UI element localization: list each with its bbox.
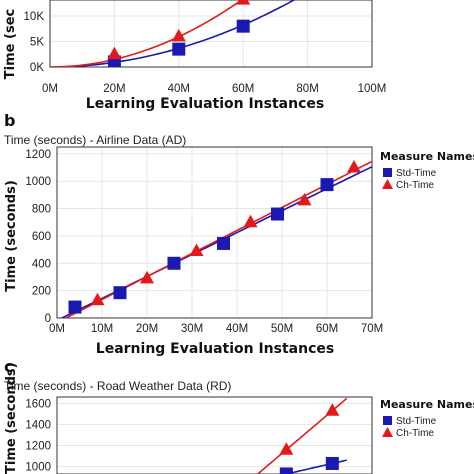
panel-a-plot: 0K5K10K15K0M20M40M60M80M100M bbox=[24, 0, 387, 95]
y-tick-label: 400 bbox=[32, 258, 51, 270]
y-tick-label: 1000 bbox=[25, 176, 51, 188]
data-point-triangle bbox=[279, 442, 294, 455]
panel-a-xlabel: Learning Evaluation Instances bbox=[86, 96, 324, 112]
y-tick-label: 200 bbox=[32, 286, 51, 298]
panel-c-plot: 1000 1200 1400 1600 bbox=[25, 396, 373, 474]
y-tick-label: 1200 bbox=[25, 149, 51, 161]
data-point-square bbox=[236, 19, 250, 33]
data-point-square bbox=[107, 55, 121, 67]
data-point-square bbox=[113, 286, 127, 300]
legend-triangle-marker bbox=[382, 179, 393, 189]
legend-title: Measure Names bbox=[380, 398, 474, 411]
y-tick-label: 0 bbox=[45, 313, 51, 325]
legend-triangle-marker bbox=[382, 427, 393, 437]
data-point-triangle bbox=[107, 46, 122, 60]
x-tick-label: 70M bbox=[361, 323, 383, 335]
data-point-square bbox=[68, 300, 82, 314]
panel-b-legend: Measure Names Std-Time Ch-Time bbox=[380, 150, 474, 191]
y-tick-label: 1600 bbox=[25, 398, 51, 410]
x-tick-label: 60M bbox=[316, 323, 338, 335]
x-tick-label: 20M bbox=[136, 323, 158, 335]
data-point-square bbox=[172, 42, 186, 56]
panel-c-letter: c bbox=[4, 357, 13, 376]
y-tick-label: 1200 bbox=[25, 441, 51, 453]
data-point-square bbox=[217, 236, 230, 250]
y-tick-label: 800 bbox=[32, 204, 51, 216]
legend-title: Measure Names bbox=[380, 150, 474, 163]
legend-square-marker bbox=[383, 416, 392, 425]
data-point-triangle bbox=[171, 28, 186, 42]
data-point-square bbox=[271, 207, 284, 221]
y-tick-label: 0K bbox=[30, 62, 44, 74]
data-point-triangle bbox=[140, 270, 154, 284]
panel-a: Time (sec 0K5K10K15K0M20M40M60M80M100M L… bbox=[3, 0, 386, 112]
panel-b-ylabel: Time (seconds) bbox=[4, 180, 19, 292]
trend-line-series-0 bbox=[50, 0, 296, 67]
x-tick-label: 30M bbox=[181, 323, 203, 335]
trend-line-series-1 bbox=[50, 0, 243, 67]
data-point-square bbox=[279, 467, 293, 474]
panel-c-title: Time (seconds) - Road Weather Data (RD) bbox=[4, 379, 231, 393]
panel-c-legend: Measure Names Std-Time Ch-Time bbox=[380, 398, 474, 439]
plot-frame bbox=[49, 0, 373, 68]
data-point-square bbox=[325, 456, 339, 470]
panel-b-xlabel: Learning Evaluation Instances bbox=[96, 341, 334, 357]
data-point-square bbox=[320, 178, 334, 192]
panel-b-plot: 0 200 400 600 800 1000 1200 0M 10M 20M 30M 40M 50M 60… bbox=[25, 146, 383, 335]
plot-frame bbox=[56, 146, 373, 319]
y-tick-label: 1400 bbox=[25, 419, 51, 431]
legend-item-std-time: Std-Time bbox=[396, 168, 437, 179]
y-tick-label: 600 bbox=[32, 231, 51, 243]
x-tick-label: 0M bbox=[49, 323, 65, 335]
data-point-triangle bbox=[347, 160, 361, 173]
data-point-triangle bbox=[90, 292, 105, 306]
x-tick-label: 60M bbox=[232, 83, 254, 95]
x-tick-label: 40M bbox=[226, 323, 248, 335]
data-point-triangle bbox=[236, 0, 251, 5]
y-tick-label: 10K bbox=[24, 11, 45, 23]
x-tick-label: 50M bbox=[271, 323, 293, 335]
x-tick-label: 0M bbox=[42, 83, 58, 95]
data-point-triangle bbox=[297, 192, 312, 206]
legend-item-std-time: Std-Time bbox=[396, 416, 437, 427]
data-point-square bbox=[167, 256, 181, 270]
plot-frame bbox=[56, 396, 373, 474]
trend-line-ch-time bbox=[64, 160, 372, 318]
y-tick-label: 1000 bbox=[25, 462, 51, 474]
panel-c: c Time (seconds) - Road Weather Data (RD… bbox=[4, 357, 474, 474]
panel-b: b Time (seconds) - Airline Data (AD) Tim… bbox=[4, 111, 474, 357]
panel-b-letter: b bbox=[4, 111, 15, 130]
legend-square-marker bbox=[383, 168, 392, 177]
data-point-triangle bbox=[243, 214, 258, 228]
x-tick-label: 40M bbox=[168, 83, 190, 95]
panel-b-title: Time (seconds) - Airline Data (AD) bbox=[4, 133, 186, 147]
legend-item-ch-time: Ch-Time bbox=[396, 180, 434, 191]
data-point-triangle bbox=[189, 243, 204, 256]
x-tick-label: 10M bbox=[91, 323, 113, 335]
y-tick-label: 5K bbox=[30, 36, 44, 48]
x-tick-label: 100M bbox=[358, 83, 387, 95]
x-tick-label: 80M bbox=[296, 83, 318, 95]
trend-line-std-time bbox=[60, 165, 372, 318]
panel-c-ylabel: Time (seconds) bbox=[4, 362, 19, 474]
data-point-triangle bbox=[325, 403, 340, 416]
x-tick-label: 20M bbox=[103, 83, 125, 95]
panel-a-ylabel: Time (sec bbox=[3, 9, 18, 79]
legend-item-ch-time: Ch-Time bbox=[396, 428, 434, 439]
